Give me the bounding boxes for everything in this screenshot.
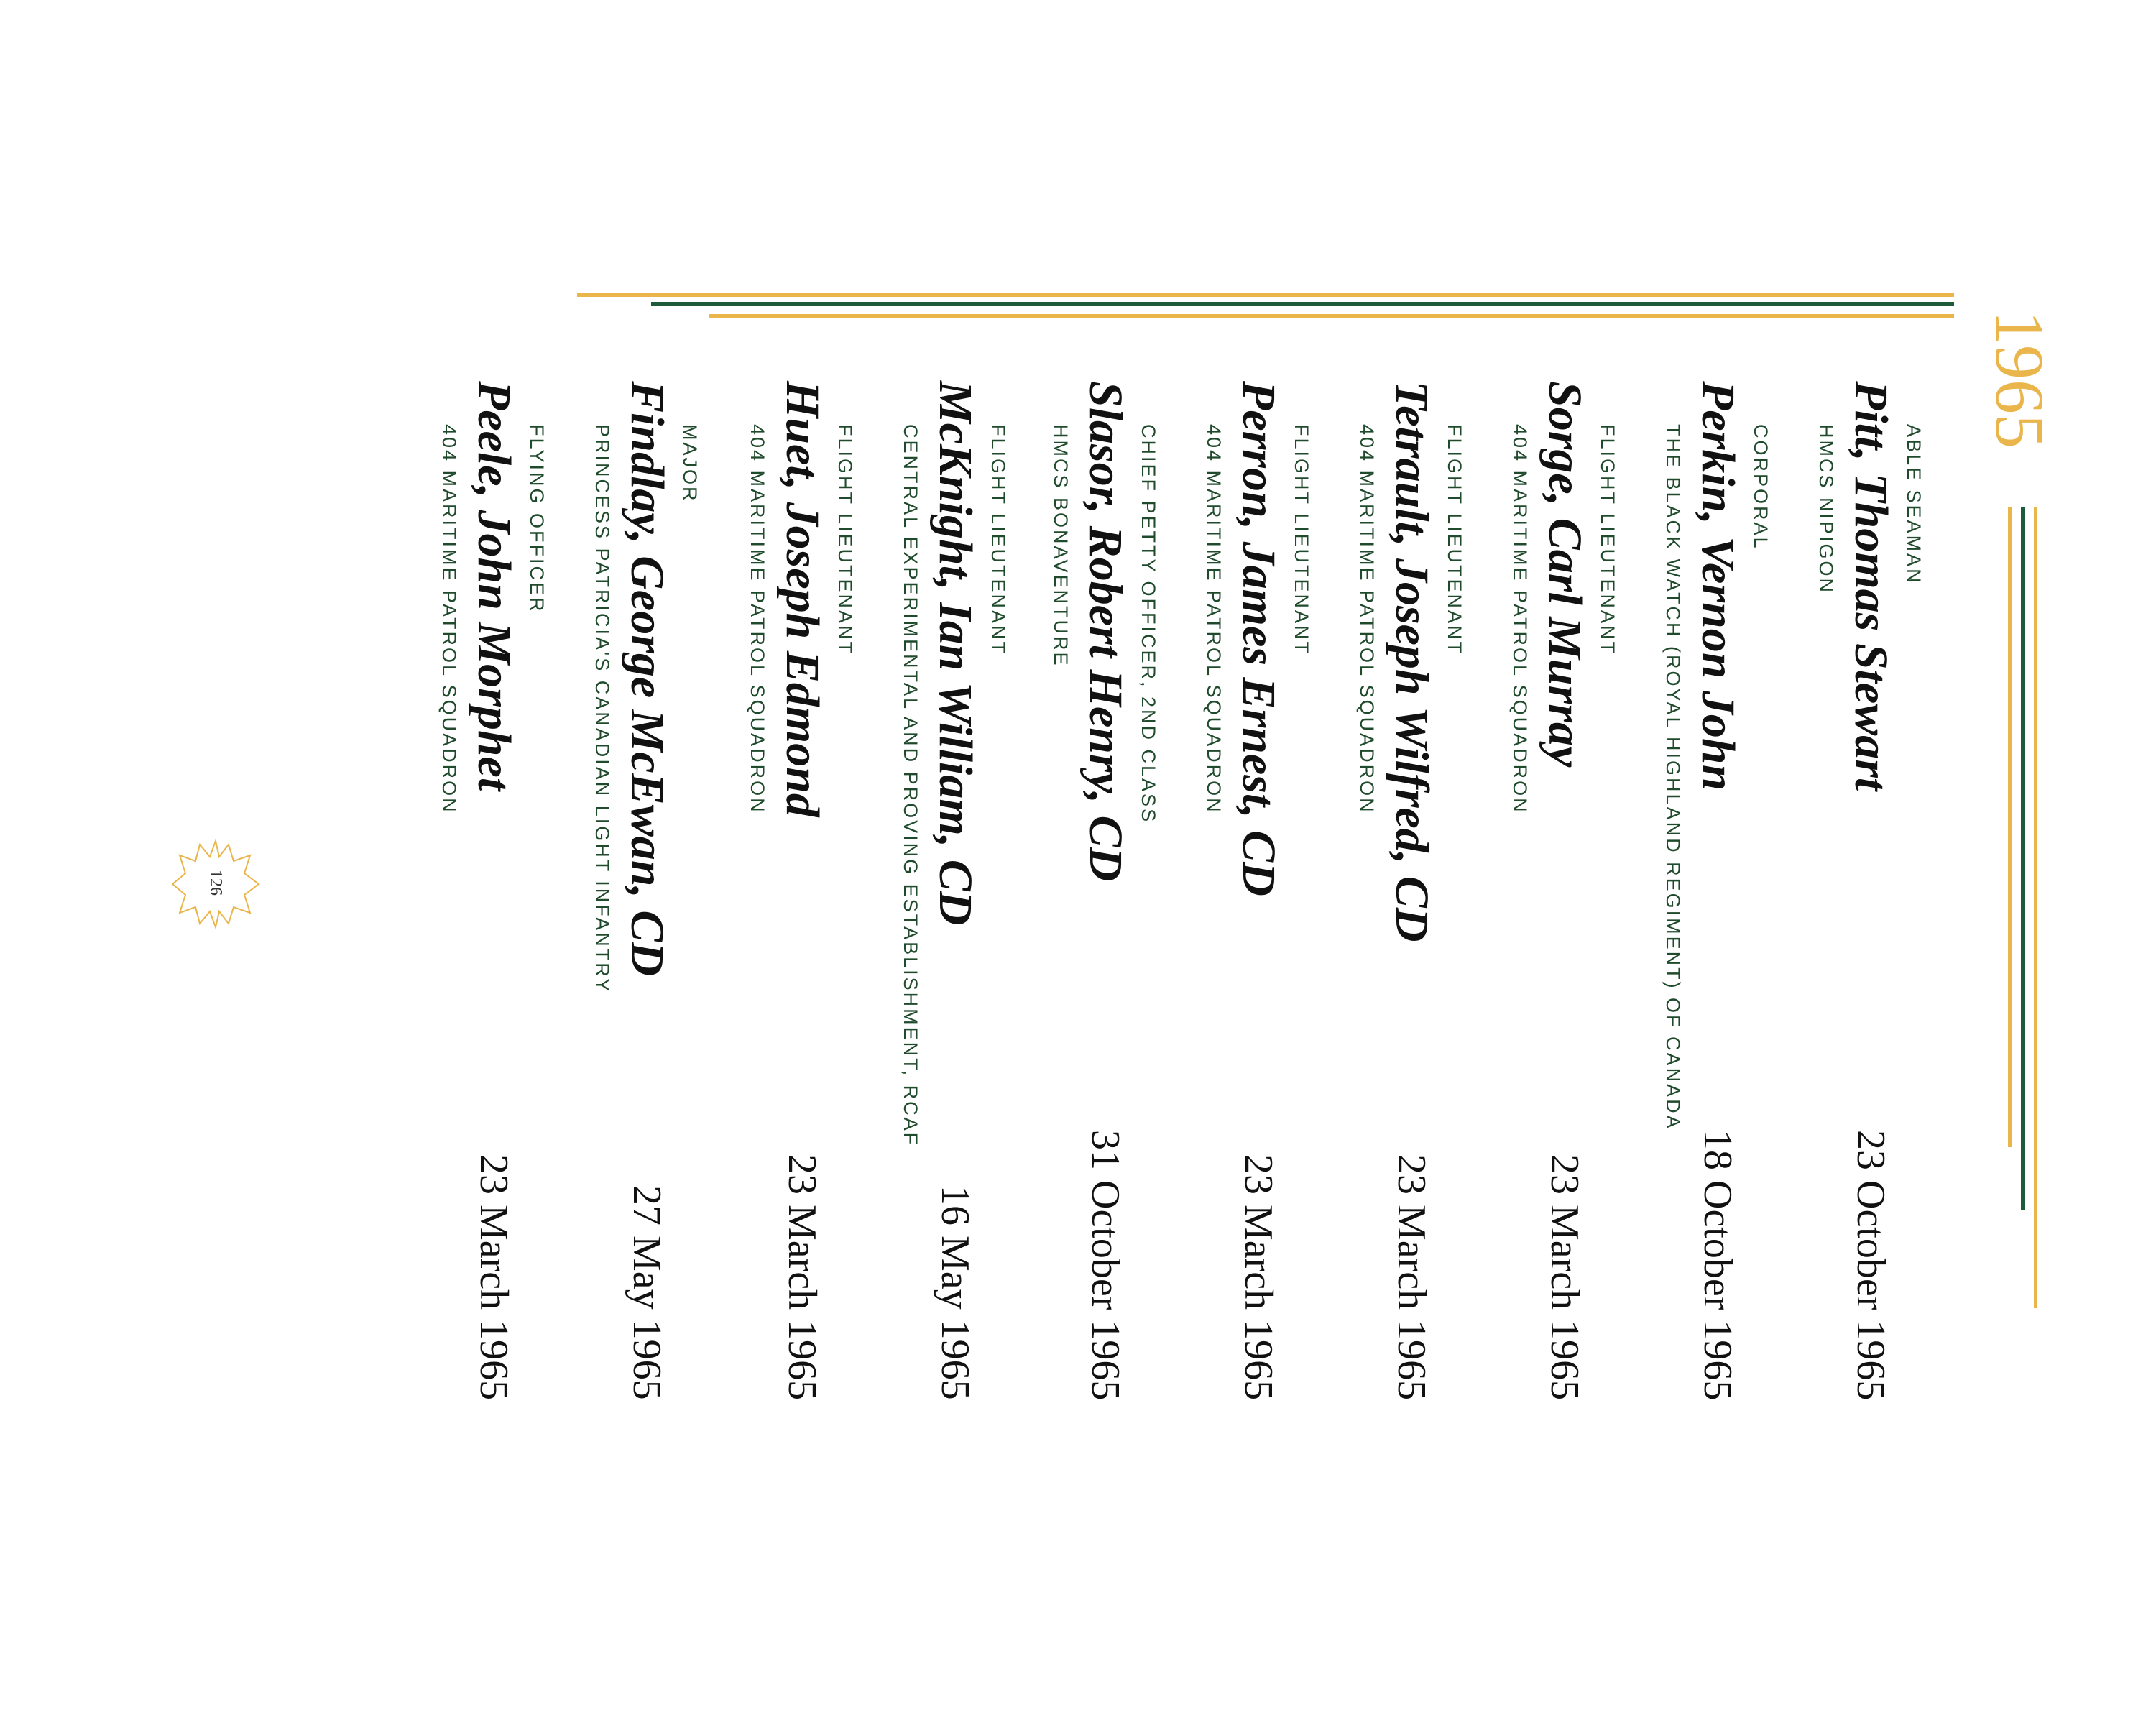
entry-date: 23 March 1965 (1389, 1154, 1434, 1400)
entry-unit: 404 MARITIME PATROL SQUADRON (1509, 424, 1531, 814)
entry-unit: 404 MARITIME PATROL SQUADRON (747, 424, 768, 814)
entry-rank: CHIEF PETTY OFFICER, 2ND CLASS (1138, 424, 1159, 824)
entry-unit: 404 MARITIME PATROL SQUADRON (1203, 424, 1225, 814)
entry-unit: THE BLACK WATCH (ROYAL HIGHLAND REGIMENT… (1662, 424, 1684, 1131)
entry-name: Huet, Joseph Edmond (776, 381, 829, 817)
entry-rank: FLIGHT LIEUTENANT (1444, 424, 1465, 656)
entry-date: 16 May 1965 (933, 1185, 977, 1400)
green-rule-side (2021, 507, 2025, 1210)
entry-date: 31 October 1965 (1083, 1129, 1128, 1400)
entry-rank: FLIGHT LIEUTENANT (834, 424, 856, 656)
entry-unit: PRINCESS PATRICIA'S CANADIAN LIGHT INFAN… (591, 424, 613, 994)
gold-rule-top-inner (709, 314, 1954, 318)
entry-name: Perkin, Vernon John (1692, 381, 1744, 791)
entry-date: 23 March 1965 (780, 1154, 824, 1400)
entry-name: Sorge, Carl Murray (1539, 381, 1591, 768)
entry-date: 23 March 1965 (1542, 1154, 1587, 1400)
gold-rule-side-outer (2034, 507, 2037, 1308)
entry-name: Peele, John Morphet (468, 381, 520, 791)
page-number-ornament: 126 (165, 834, 266, 934)
entry-rank: ABLE SEAMAN (1903, 424, 1925, 585)
entry-date: 23 March 1965 (1236, 1154, 1281, 1400)
entry-date: 27 May 1965 (625, 1185, 669, 1400)
entry-rank: FLIGHT LIEUTENANT (1597, 424, 1618, 656)
gold-rule-side (2008, 507, 2012, 1147)
entry-rank: FLIGHT LIEUTENANT (987, 424, 1009, 656)
entry-name: McKnight, Ian William, CD (929, 381, 982, 926)
entry-rank: FLIGHT LIEUTENANT (1291, 424, 1312, 656)
entry-rank: FLYING OFFICER (526, 424, 548, 614)
entry-name: Tetrault, Joseph Wilfred, CD (1386, 381, 1438, 942)
gold-rule-top (577, 293, 1954, 297)
year-heading: 1965 (1981, 310, 2058, 448)
entry-rank: MAJOR (679, 424, 701, 503)
green-rule-top (651, 302, 1954, 306)
entry-name: Slasor, Robert Henry, CD (1079, 381, 1132, 882)
entry-unit: CENTRAL EXPERIMENTAL AND PROVING ESTABLI… (900, 424, 921, 1147)
entry-name: Pitt, Thomas Stewart (1845, 381, 1897, 791)
page-number: 126 (206, 870, 225, 896)
maple-leaf-outline-icon (171, 838, 260, 930)
entry-rank: CORPORAL (1750, 424, 1772, 551)
entry-date: 23 October 1965 (1848, 1129, 1893, 1400)
entry-date: 18 October 1965 (1695, 1129, 1740, 1400)
entry-unit: 404 MARITIME PATROL SQUADRON (438, 424, 460, 814)
entry-name: Perron, James Ernest, CD (1233, 381, 1285, 896)
entry-unit: 404 MARITIME PATROL SQUADRON (1356, 424, 1378, 814)
entry-unit: HMCS BONAVENTURE (1050, 424, 1072, 668)
entry-unit: HMCS NIPIGON (1815, 424, 1837, 595)
entry-name: Findlay, George McEwan, CD (621, 381, 673, 977)
entry-date: 23 March 1965 (471, 1154, 516, 1400)
